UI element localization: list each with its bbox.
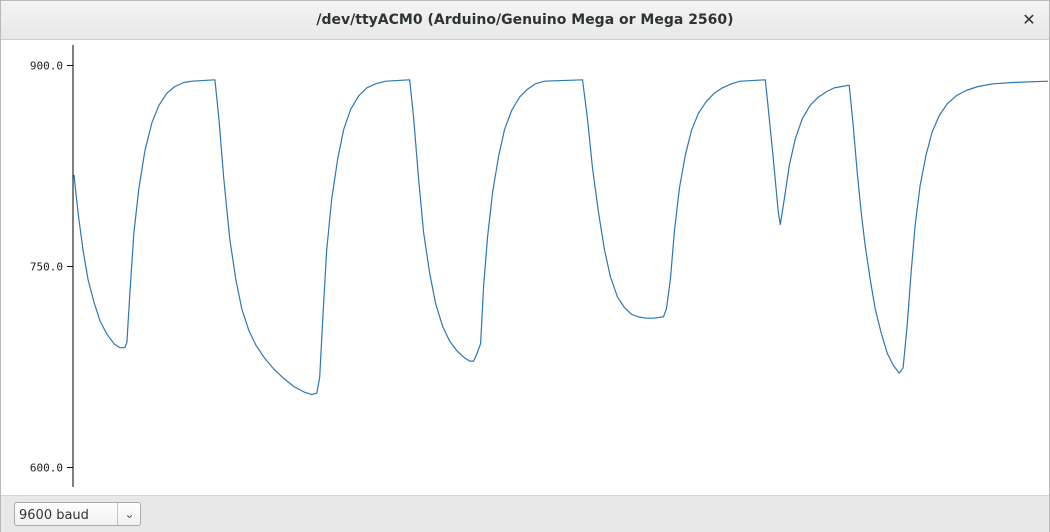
title-bar[interactable]: /dev/ttyACM0 (Arduino/Genuino Mega or Me… [1, 1, 1049, 40]
y-tick-label: 900.0 [30, 60, 63, 73]
select-divider [117, 503, 118, 525]
y-tick-label: 750.0 [30, 261, 63, 274]
series-line-serial-value [73, 79, 1049, 396]
serial-plot-chart: 600.0 750.0 900.0 [30, 45, 1049, 487]
plot-area: 600.0 750.0 900.0 [1, 40, 1049, 495]
close-icon[interactable]: ✕ [1022, 10, 1036, 29]
y-tick-label: 600.0 [30, 462, 63, 475]
window-title: /dev/ttyACM0 (Arduino/Genuino Mega or Me… [316, 12, 734, 28]
chevron-down-icon[interactable]: ⌄ [124, 507, 135, 521]
baud-rate-value: 9600 baud [19, 508, 89, 523]
baud-rate-select[interactable]: 9600 baud ⌄ [14, 502, 141, 526]
bottom-toolbar: 9600 baud ⌄ [1, 495, 1049, 532]
